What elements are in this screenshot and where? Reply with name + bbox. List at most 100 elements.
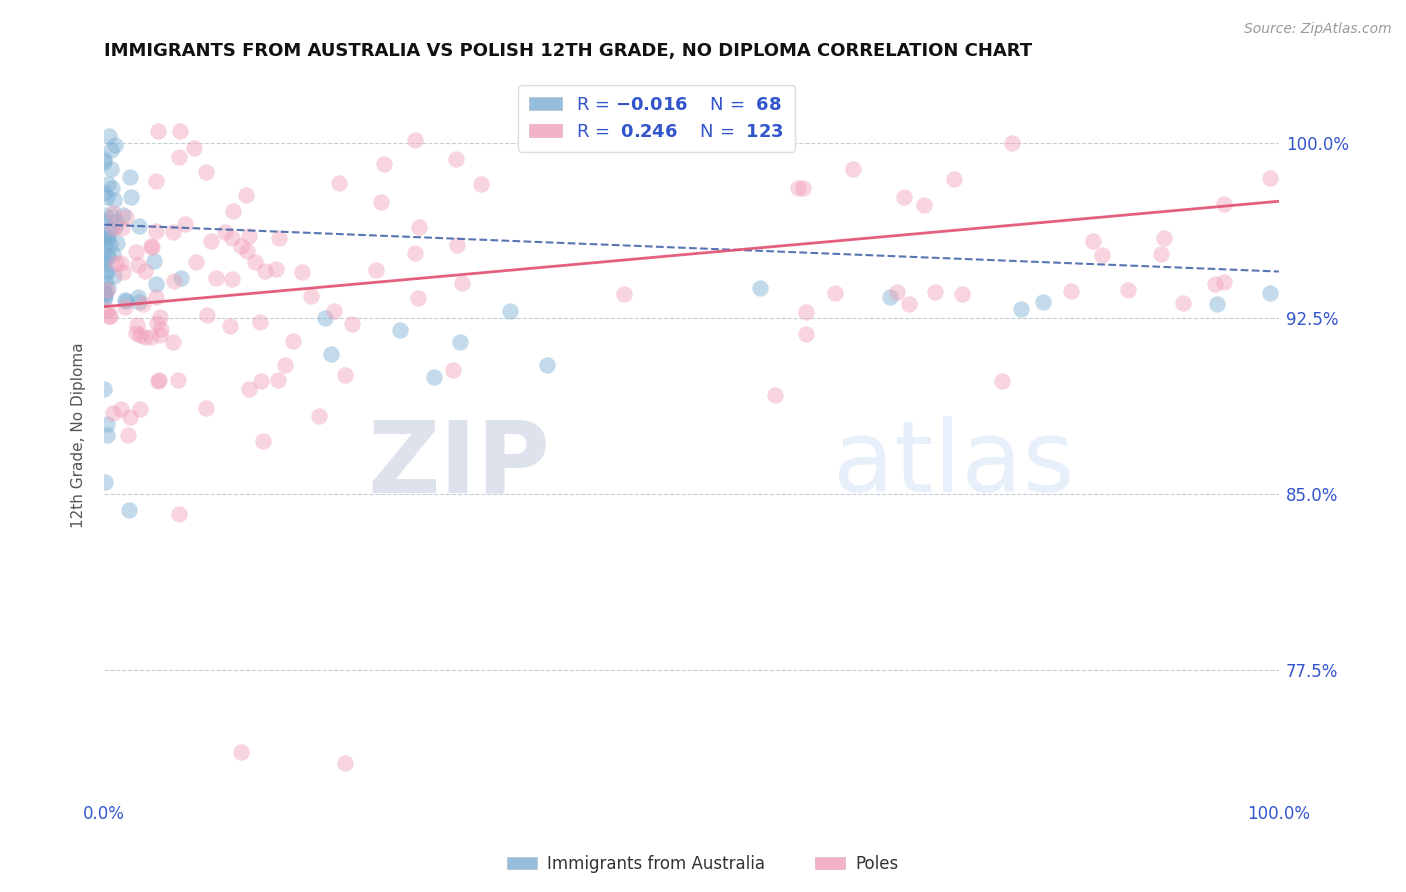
Point <box>893 190 915 204</box>
Point <box>94 286 117 301</box>
Point <box>450 277 472 291</box>
Point <box>110 401 132 416</box>
Point <box>101 205 124 219</box>
Point <box>149 322 172 336</box>
Point <box>120 410 142 425</box>
Point <box>1205 297 1227 311</box>
Point <box>1081 235 1104 249</box>
Point <box>229 239 252 253</box>
Point <box>1258 170 1281 185</box>
Point <box>94 263 117 277</box>
Point <box>195 401 218 416</box>
Point <box>93 212 115 227</box>
Point <box>222 203 245 218</box>
Point <box>125 326 148 341</box>
Point <box>98 237 121 252</box>
Point <box>169 124 191 138</box>
Point <box>170 271 193 285</box>
Point <box>104 256 127 270</box>
Point <box>145 174 167 188</box>
Point <box>195 308 218 322</box>
Point <box>94 290 117 304</box>
Point <box>499 304 522 318</box>
Point <box>100 161 122 176</box>
Point <box>101 180 124 194</box>
Point <box>613 287 636 301</box>
Point <box>128 401 150 416</box>
Point <box>105 214 128 228</box>
Point <box>314 311 336 326</box>
Point <box>924 285 946 299</box>
Point <box>238 229 260 244</box>
Point <box>787 181 810 195</box>
Point <box>266 262 288 277</box>
Point <box>1213 275 1236 289</box>
Point <box>169 508 191 522</box>
Point <box>104 220 127 235</box>
Point <box>291 265 314 279</box>
Point <box>1011 301 1033 316</box>
Point <box>990 374 1012 388</box>
Point <box>96 233 118 247</box>
Point <box>125 244 148 259</box>
Point <box>93 152 115 166</box>
Point <box>115 294 138 309</box>
Point <box>267 231 290 245</box>
Point <box>101 209 124 223</box>
Point <box>1116 283 1139 297</box>
Point <box>1153 231 1175 245</box>
Point <box>364 263 387 277</box>
Point <box>97 248 120 262</box>
Point <box>1212 197 1234 211</box>
Point <box>221 272 243 286</box>
Point <box>404 133 426 147</box>
Point <box>146 316 169 330</box>
Legend: Immigrants from Australia, Poles: Immigrants from Australia, Poles <box>501 848 905 880</box>
Point <box>134 329 156 343</box>
Point <box>319 346 342 360</box>
Point <box>824 286 846 301</box>
Point <box>1059 285 1081 299</box>
Point <box>167 373 190 387</box>
Point <box>281 334 304 349</box>
Point <box>950 286 973 301</box>
Point <box>110 256 132 270</box>
Point <box>96 190 118 204</box>
Point <box>328 176 350 190</box>
Point <box>97 177 120 191</box>
Point <box>163 274 186 288</box>
Point <box>794 305 817 319</box>
Point <box>120 190 142 204</box>
Point <box>93 292 115 306</box>
Point <box>335 756 357 771</box>
Text: Source: ZipAtlas.com: Source: ZipAtlas.com <box>1244 22 1392 37</box>
Point <box>93 230 115 244</box>
Point <box>1091 248 1114 262</box>
Point <box>219 318 242 333</box>
Point <box>1150 247 1173 261</box>
Point <box>93 154 115 169</box>
Point <box>103 193 125 207</box>
Point <box>886 285 908 299</box>
Point <box>128 219 150 233</box>
Point <box>141 239 163 253</box>
Point <box>96 303 118 318</box>
Text: atlas: atlas <box>832 416 1074 513</box>
Point <box>149 310 172 325</box>
Point <box>408 219 430 234</box>
Point <box>93 237 115 252</box>
Point <box>249 314 271 328</box>
Point <box>145 277 167 291</box>
Point <box>148 124 170 138</box>
Point <box>112 208 135 222</box>
Point <box>536 358 558 372</box>
Point <box>97 230 120 244</box>
Point <box>340 317 363 331</box>
Point <box>1001 136 1024 150</box>
Point <box>748 281 770 295</box>
Point <box>794 327 817 342</box>
Point <box>101 247 124 261</box>
Point <box>423 370 446 384</box>
Point <box>252 434 274 449</box>
Y-axis label: 12th Grade, No Diploma: 12th Grade, No Diploma <box>72 343 86 528</box>
